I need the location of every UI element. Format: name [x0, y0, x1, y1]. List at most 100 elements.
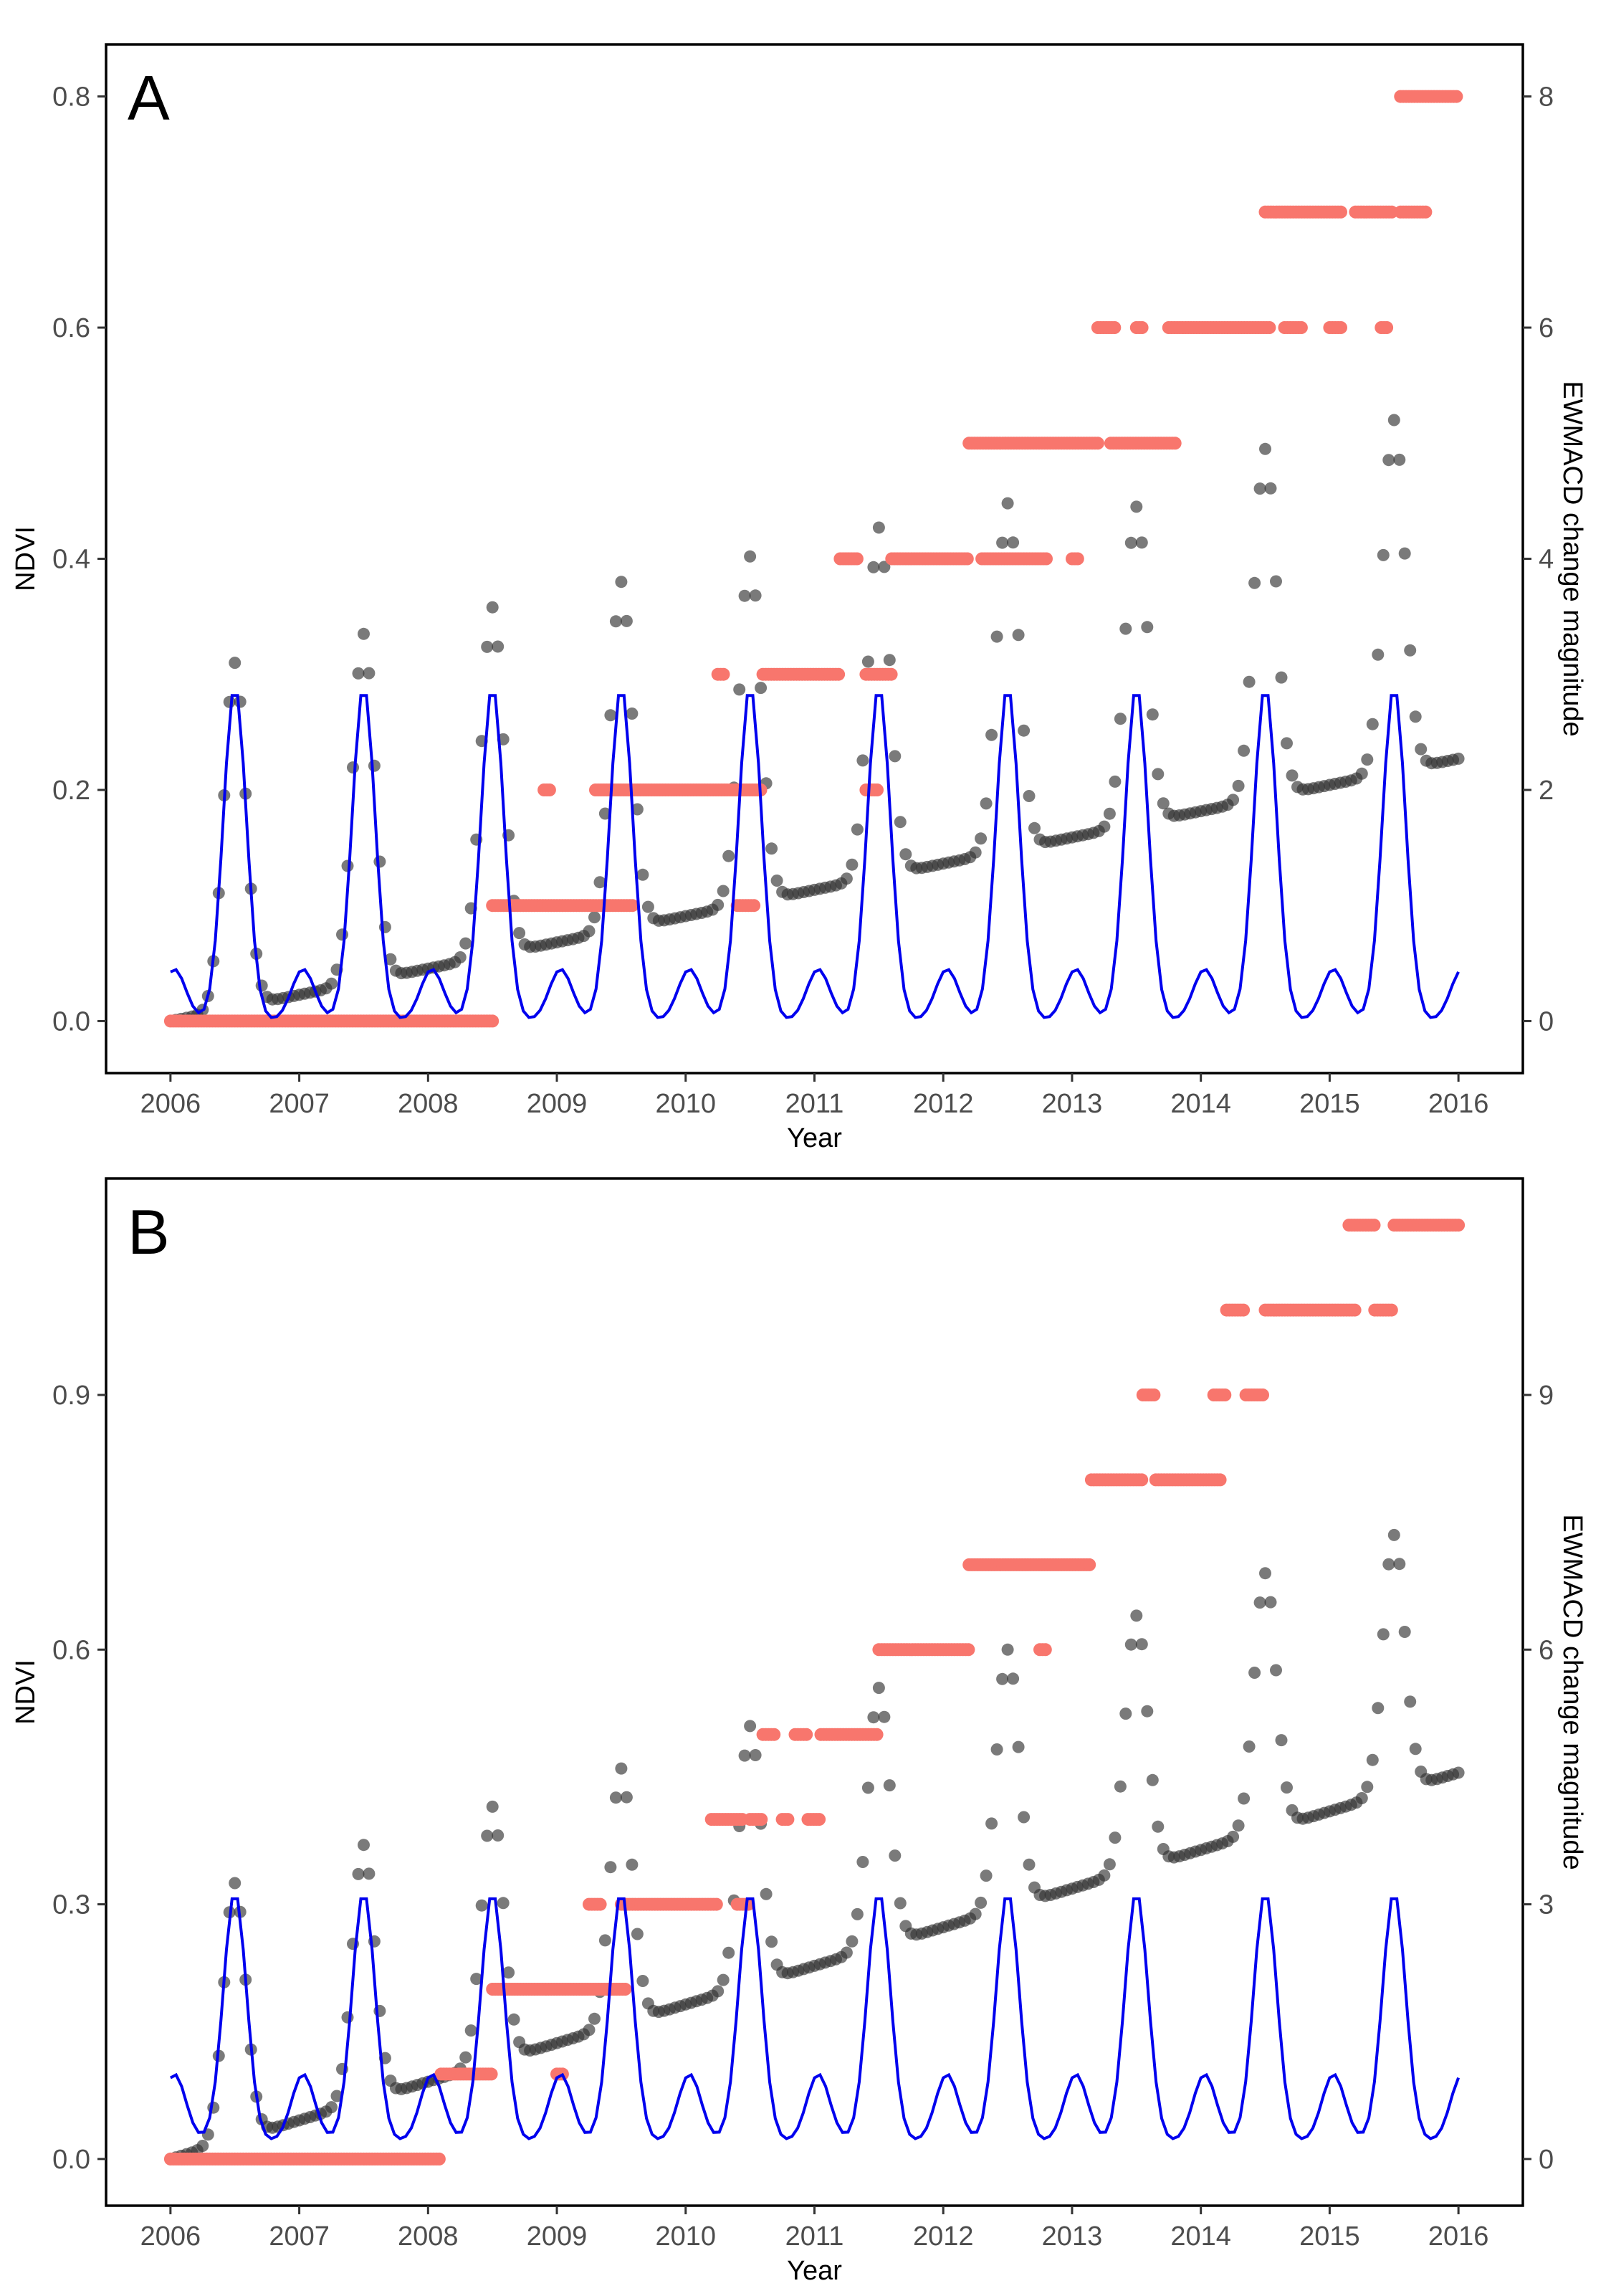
ndvi-point — [712, 898, 725, 911]
plot-area — [163, 1219, 1466, 2166]
change-point — [1256, 1388, 1269, 1401]
y2-tick-label: 6 — [1539, 1635, 1554, 1665]
ndvi-point — [368, 759, 381, 772]
x-tick-label: 2015 — [1299, 2221, 1360, 2252]
change-point — [813, 1813, 826, 1826]
ndvi-point — [1355, 767, 1368, 780]
ndvi-point — [358, 627, 370, 640]
change-point — [1450, 90, 1463, 103]
ndvi-point — [975, 1896, 988, 1909]
x-tick-label: 2007 — [269, 1089, 330, 1119]
y-tick-label: 0.6 — [52, 313, 90, 343]
change-point — [1237, 1303, 1251, 1317]
ndvi-point — [1012, 629, 1025, 642]
change-point — [1147, 1388, 1161, 1401]
ndvi-point — [1130, 1609, 1143, 1622]
ndvi-point — [1259, 1567, 1271, 1580]
x-tick-label: 2006 — [140, 1089, 201, 1119]
ndvi-point — [1366, 718, 1379, 730]
x-tick-label: 2010 — [655, 1089, 716, 1119]
ndvi-point — [1232, 779, 1245, 792]
ndvi-point — [722, 849, 735, 862]
change-point — [781, 1813, 795, 1826]
panel-border — [105, 43, 1524, 1075]
x-tick-label: 2009 — [527, 1089, 588, 1119]
x-tick-label: 2011 — [785, 1089, 844, 1119]
ndvi-point — [325, 2101, 338, 2114]
ndvi-point — [990, 1743, 1003, 1756]
ndvi-point — [336, 928, 348, 941]
ndvi-point — [738, 589, 751, 602]
ndvi-point — [341, 2011, 354, 2024]
ndvi-point — [872, 521, 885, 534]
ndvi-point — [980, 797, 993, 810]
y-axis-left: 0.0 0.2 0.4 0.6 0.8 NDVI — [11, 82, 106, 1037]
change-point — [768, 1728, 781, 1741]
x-tick-label: 2012 — [913, 1089, 974, 1119]
change-point — [962, 1643, 975, 1657]
x-tick-label: 2008 — [398, 2221, 459, 2252]
change-point — [800, 1728, 813, 1741]
x-tick-label: 2009 — [527, 2221, 588, 2252]
y-tick-label: 0.6 — [52, 1635, 90, 1665]
change-point — [542, 783, 556, 796]
ndvi-point — [626, 708, 639, 720]
change-points — [163, 1219, 1466, 2166]
ndvi-point — [1404, 644, 1417, 657]
ndvi-point — [454, 951, 467, 963]
ndvi-point — [1023, 1858, 1036, 1871]
ndvi-point — [492, 640, 505, 653]
ndvi-point — [1372, 1702, 1385, 1715]
ndvi-point — [878, 1710, 891, 1723]
ndvi-point — [969, 846, 982, 859]
change-point — [618, 1983, 632, 1996]
ndvi-point — [846, 1935, 859, 1948]
ndvi-point — [615, 576, 628, 589]
ndvi-point — [598, 807, 611, 820]
ndvi-point — [1387, 414, 1400, 427]
ndvi-point — [1393, 453, 1406, 466]
ndvi-point — [1012, 1740, 1025, 1753]
ndvi-point — [1452, 752, 1465, 765]
ndvi-point — [234, 695, 247, 708]
ndvi-points — [164, 1528, 1465, 2166]
ndvi-point — [1028, 821, 1041, 834]
ndvi-point — [1124, 536, 1137, 549]
ndvi-point — [1398, 1626, 1411, 1638]
ndvi-point — [1452, 1766, 1465, 1779]
ndvi-point — [641, 900, 654, 913]
ndvi-point — [1270, 575, 1282, 588]
x-axis-title: Year — [787, 1123, 842, 1153]
x-tick-label: 2007 — [269, 2221, 330, 2252]
ndvi-point — [867, 1711, 880, 1724]
ndvi-point — [1152, 1820, 1165, 1833]
y-tick-label: 0.8 — [52, 82, 90, 113]
ndvi-point — [1377, 548, 1390, 561]
x-axis: 2006 2007 2008 2009 2010 2011 2012 2013 2014 2015… — [140, 2206, 1488, 2286]
change-point — [717, 667, 730, 681]
change-point — [626, 899, 639, 913]
y-axis-title: NDVI — [11, 1659, 41, 1725]
ndvi-point — [1146, 1773, 1159, 1786]
ndvi-point — [760, 1887, 773, 1900]
x-tick-label: 2016 — [1428, 1089, 1489, 1119]
ndvi-point — [1152, 768, 1165, 781]
ndvi-point — [1001, 497, 1014, 510]
ndvi-point — [486, 1800, 499, 1813]
ndvi-point — [840, 1946, 853, 1959]
x-tick-label: 2011 — [785, 2221, 844, 2252]
chart-panel-b: B 2006 2007 2008 2009 2010 2011 2012 2013 2014 201… — [11, 1177, 1587, 2286]
ndvi-point — [358, 1839, 370, 1852]
change-point — [484, 2067, 498, 2081]
fitted-line — [169, 1897, 1460, 2140]
ndvi-point — [486, 601, 499, 614]
ndvi-point — [470, 1973, 483, 1986]
ndvi-point — [1393, 1558, 1406, 1571]
ndvi-point — [996, 1672, 1009, 1685]
ndvi-point — [325, 977, 338, 990]
ndvi-point — [1135, 1638, 1148, 1651]
panel-border — [105, 1177, 1524, 2207]
ndvi-point — [1141, 1705, 1154, 1718]
ndvi-point — [1387, 1528, 1400, 1541]
ndvi-point — [883, 1779, 896, 1792]
